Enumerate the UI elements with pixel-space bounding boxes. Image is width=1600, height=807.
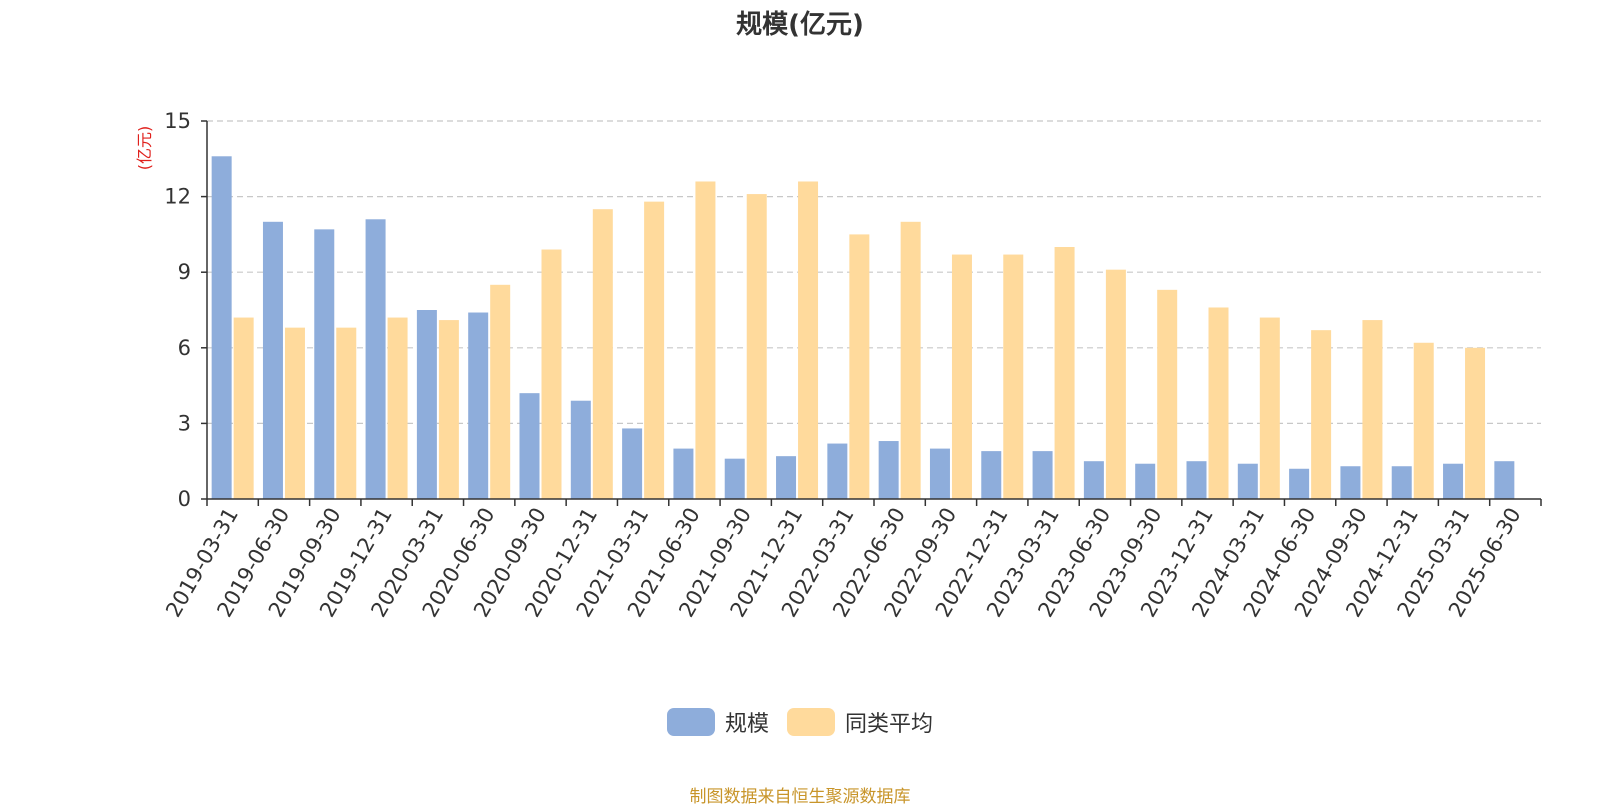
bar-peer-avg-8 (644, 201, 665, 499)
bar-scale-10 (724, 458, 745, 499)
bar-peer-avg-13 (900, 221, 921, 500)
bar-scale-22 (1340, 466, 1361, 499)
bar-peer-avg-22 (1362, 320, 1383, 499)
bar-scale-13 (878, 441, 899, 499)
bar-peer-avg-19 (1208, 307, 1229, 499)
bar-scale-24 (1443, 463, 1464, 499)
bar-peer-avg-18 (1157, 289, 1178, 499)
bar-peer-avg-7 (592, 209, 613, 499)
chart-legend: 规模 同类平均 (0, 706, 1600, 738)
bar-scale-25 (1494, 461, 1515, 499)
bar-scale-11 (776, 456, 797, 499)
bar-peer-avg-17 (1105, 269, 1126, 499)
chart-title: 规模(亿元) (736, 10, 864, 40)
bar-peer-avg-2 (336, 327, 357, 499)
legend-item-series-0[interactable]: 规模 (666, 706, 769, 738)
bar-peer-avg-0 (233, 317, 254, 499)
bar-peer-avg-16 (1054, 247, 1075, 499)
bar-peer-avg-5 (490, 284, 511, 499)
bar-scale-7 (570, 400, 591, 499)
legend-swatch-series-0 (666, 708, 715, 736)
y-tick-label-4: 12 (164, 185, 191, 209)
legend-label-series-1: 同类平均 (845, 712, 934, 737)
bar-peer-avg-4 (438, 320, 459, 499)
bar-scale-21 (1289, 468, 1310, 499)
bar-scale-20 (1237, 463, 1258, 499)
bar-peer-avg-14 (951, 254, 972, 499)
bar-peer-avg-20 (1259, 317, 1280, 499)
bar-scale-0 (211, 156, 232, 499)
legend-item-series-1[interactable]: 同类平均 (787, 706, 933, 738)
bar-scale-8 (622, 428, 643, 499)
bar-scale-19 (1186, 461, 1207, 499)
bar-scale-2 (314, 229, 335, 500)
y-tick-label-3: 9 (178, 260, 191, 284)
legend-swatch-series-1 (787, 708, 835, 736)
bar-scale-15 (981, 451, 1002, 499)
bar-peer-avg-3 (387, 317, 408, 499)
bar-peer-avg-21 (1311, 330, 1332, 499)
bar-scale-16 (1032, 451, 1053, 499)
bar-scale-12 (827, 443, 848, 499)
bar-scale-18 (1135, 463, 1156, 499)
y-tick-label-0: 0 (178, 487, 191, 511)
bar-scale-23 (1391, 466, 1412, 499)
y-axis-label: (亿元) (135, 126, 154, 171)
bar-scale-9 (673, 448, 694, 499)
legend-label-series-0: 规模 (724, 712, 769, 737)
bar-peer-avg-15 (1003, 254, 1024, 499)
bar-peer-avg-12 (849, 234, 870, 499)
bar-scale-14 (929, 448, 950, 499)
bar-peer-avg-24 (1465, 347, 1486, 499)
bar-peer-avg-10 (746, 194, 767, 499)
y-tick-label-2: 6 (178, 336, 191, 360)
bar-scale-6 (519, 393, 540, 499)
bar-peer-avg-11 (798, 181, 819, 500)
bar-scale-5 (468, 312, 489, 499)
bar-peer-avg-23 (1413, 342, 1434, 499)
source-note: 制图数据来自恒生聚源数据库 (689, 787, 911, 807)
bar-scale-17 (1083, 461, 1104, 499)
y-tick-label-1: 3 (178, 411, 191, 435)
bar-scale-4 (416, 310, 437, 499)
bar-peer-avg-9 (695, 181, 716, 500)
bar-scale-3 (365, 219, 386, 499)
bar-peer-avg-6 (541, 249, 562, 499)
y-tick-label-5: 15 (164, 109, 191, 133)
bar-scale-1 (262, 221, 283, 500)
bar-peer-avg-1 (284, 327, 305, 499)
